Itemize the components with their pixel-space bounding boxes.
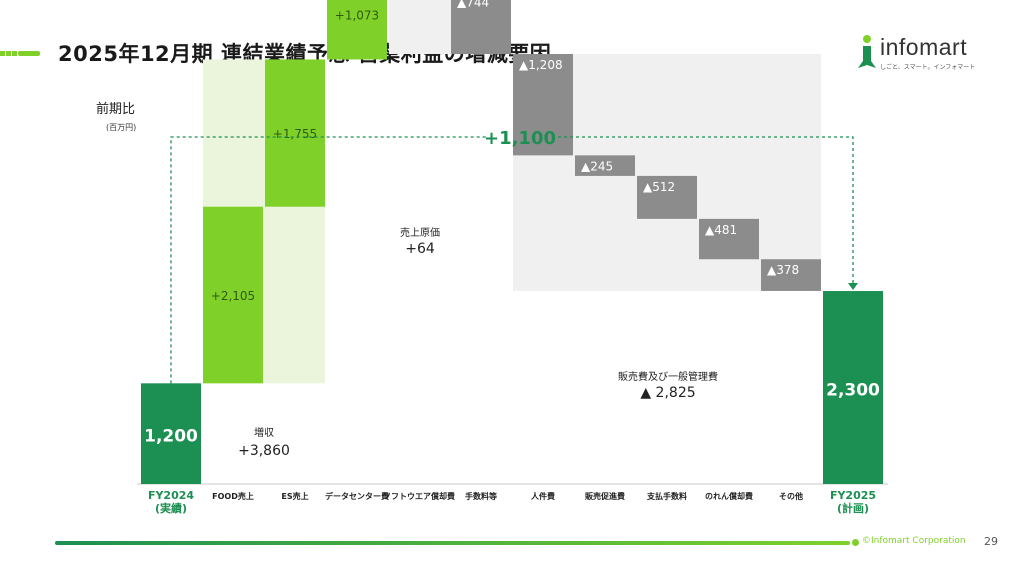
bar-8 bbox=[637, 175, 697, 219]
category-label-10: その他 bbox=[779, 491, 803, 501]
bar-10 bbox=[761, 259, 821, 291]
group-label-0: 増収 bbox=[254, 426, 274, 439]
group-value-2: ▲ 2,825 bbox=[640, 385, 695, 401]
category-label-1: FOOD売上 bbox=[212, 491, 254, 501]
category-label-8: 支払手数料 bbox=[646, 491, 687, 501]
value-label-7: ▲245 bbox=[581, 159, 613, 173]
value-label-11: 2,300 bbox=[826, 381, 880, 401]
group-label-1: 売上原価 bbox=[400, 226, 440, 239]
category-label-3: データセンター費 bbox=[325, 491, 389, 501]
category-label-9: のれん償却費 bbox=[705, 491, 753, 501]
bar-0 bbox=[141, 383, 201, 484]
overall-change-label: +1,100 bbox=[484, 128, 556, 149]
footer-gradient-bar bbox=[55, 541, 850, 545]
footer-dot-icon bbox=[852, 539, 859, 546]
bar-9 bbox=[699, 218, 759, 260]
category-label-11: FY2025 bbox=[830, 489, 876, 502]
infomart-logo: infomart しごと、スマート。インフォマート bbox=[856, 34, 996, 74]
overall-change-bracket bbox=[170, 136, 854, 384]
logo-icon bbox=[858, 35, 876, 68]
group-label-2: 販売費及び一般管理費 bbox=[618, 370, 718, 383]
logo-tagline: しごと、スマート。インフォマート bbox=[880, 64, 976, 71]
category-label-6: 人件費 bbox=[531, 491, 555, 501]
title-decoration-icon bbox=[0, 51, 40, 56]
bar-3 bbox=[327, 0, 387, 60]
copyright: ©Infomart Corporation bbox=[862, 536, 966, 546]
category-label-0-line2: (実績) bbox=[155, 501, 187, 515]
page-number: 29 bbox=[984, 535, 998, 548]
value-label-5: ▲744 bbox=[457, 0, 489, 10]
category-label-0: FY2024 bbox=[148, 489, 194, 502]
value-label-0: 1,200 bbox=[144, 427, 198, 447]
bar-1 bbox=[203, 206, 263, 384]
bar-11 bbox=[823, 291, 883, 484]
category-label-7: 販売促進費 bbox=[585, 491, 625, 501]
category-label-2: ES売上 bbox=[281, 491, 308, 501]
group-value-0: +3,860 bbox=[238, 443, 290, 459]
value-label-1: +2,105 bbox=[211, 289, 255, 303]
chart-unit: (百万円) bbox=[106, 123, 137, 132]
group-value-1: +64 bbox=[405, 241, 435, 257]
value-label-9: ▲481 bbox=[705, 223, 737, 237]
value-label-3: +1,073 bbox=[335, 8, 379, 22]
chart-subtitle: 前期比 bbox=[96, 102, 136, 117]
bar-7 bbox=[575, 155, 635, 176]
value-label-2: +1,755 bbox=[273, 127, 317, 141]
arrow-down-icon bbox=[848, 283, 858, 291]
bar-6 bbox=[513, 54, 573, 156]
value-label-10: ▲378 bbox=[767, 263, 799, 277]
bar-2 bbox=[265, 59, 325, 207]
logo-wordmark: infomart bbox=[880, 34, 968, 60]
value-label-6: ▲1,208 bbox=[519, 58, 563, 72]
category-label-5: 手数料等 bbox=[465, 491, 497, 501]
bar-5 bbox=[451, 0, 511, 55]
category-label-4: ソフトウエア償却費 bbox=[383, 491, 455, 501]
value-label-8: ▲512 bbox=[643, 180, 675, 194]
category-label-11-line2: (計画) bbox=[837, 501, 869, 515]
